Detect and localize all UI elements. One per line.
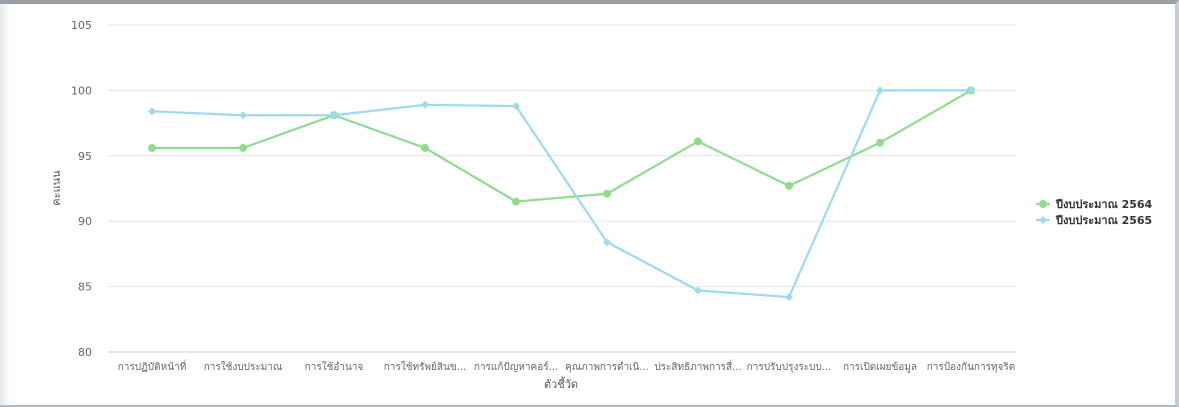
- y-axis-title: คะแนน: [50, 170, 63, 206]
- legend[interactable]: ปีงบประมาณ 2564 ปีงบประมาณ 2565: [1036, 198, 1153, 227]
- series-layer: [148, 86, 975, 302]
- x-tick-label: การปรับปรุงระบบ...: [747, 362, 832, 373]
- data-point[interactable]: [603, 189, 611, 198]
- y-tick-label: 95: [78, 150, 92, 163]
- y-tick-label: 100: [71, 84, 92, 97]
- x-tick-label: การใช้งบประมาณ: [204, 361, 283, 373]
- gridlines: [107, 24, 1016, 288]
- data-point[interactable]: [148, 107, 156, 116]
- y-axis-ticks: 80 85 90 95 100 105: [71, 19, 92, 359]
- x-tick-label: คุณภาพการดำเนิ...: [565, 362, 649, 373]
- x-tick-label: การใช้ทรัพย์สินข...: [384, 361, 466, 373]
- data-point[interactable]: [967, 86, 975, 95]
- data-point[interactable]: [148, 143, 156, 152]
- x-axis-title: ตัวชี้วัด: [544, 376, 578, 391]
- legend-item-2[interactable]: ปีงบประมาณ 2565: [1036, 214, 1152, 227]
- legend-label: ปีงบประมาณ 2565: [1055, 214, 1152, 227]
- data-point[interactable]: [694, 286, 702, 295]
- series-line-1[interactable]: [150, 89, 973, 203]
- series-1[interactable]: [148, 86, 975, 206]
- x-tick-label: การใช้อำนาจ: [305, 361, 364, 373]
- data-point[interactable]: [330, 111, 338, 120]
- y-tick-label: 80: [78, 346, 92, 359]
- data-point[interactable]: [785, 181, 793, 190]
- data-point[interactable]: [876, 138, 884, 147]
- legend-diamond-icon: [1039, 216, 1047, 224]
- data-point[interactable]: [512, 197, 520, 206]
- data-point[interactable]: [421, 143, 429, 152]
- data-point[interactable]: [512, 102, 520, 111]
- x-tick-label: การแก้ปัญหาคอร์...: [474, 361, 558, 373]
- data-point[interactable]: [694, 137, 702, 146]
- legend-circle-icon: [1039, 200, 1047, 208]
- x-tick-label: ประสิทธิภาพการสื่...: [654, 359, 741, 373]
- legend-label: ปีงบประมาณ 2564: [1055, 198, 1153, 211]
- x-axis-ticks: การปฏิบัติหน้าที่ การใช้งบประมาณ การใช้อำน…: [118, 359, 1016, 373]
- data-point[interactable]: [785, 293, 793, 302]
- legend-item-1[interactable]: ปีงบประมาณ 2564: [1036, 198, 1153, 211]
- data-point[interactable]: [239, 111, 247, 120]
- x-tick-label: การป้องกันการทุจริต: [927, 361, 1016, 373]
- data-point[interactable]: [876, 86, 884, 95]
- y-tick-label: 85: [78, 281, 92, 294]
- data-point[interactable]: [421, 100, 429, 109]
- series-line-2[interactable]: [150, 89, 973, 299]
- x-tick-label: การปฏิบัติหน้าที่: [118, 359, 187, 373]
- series-2[interactable]: [148, 86, 975, 302]
- data-point[interactable]: [603, 238, 611, 247]
- x-tick-label: การเปิดเผยข้อมูล: [843, 361, 917, 373]
- y-tick-label: 105: [71, 19, 92, 32]
- y-tick-label: 90: [78, 215, 92, 228]
- data-point[interactable]: [239, 143, 247, 152]
